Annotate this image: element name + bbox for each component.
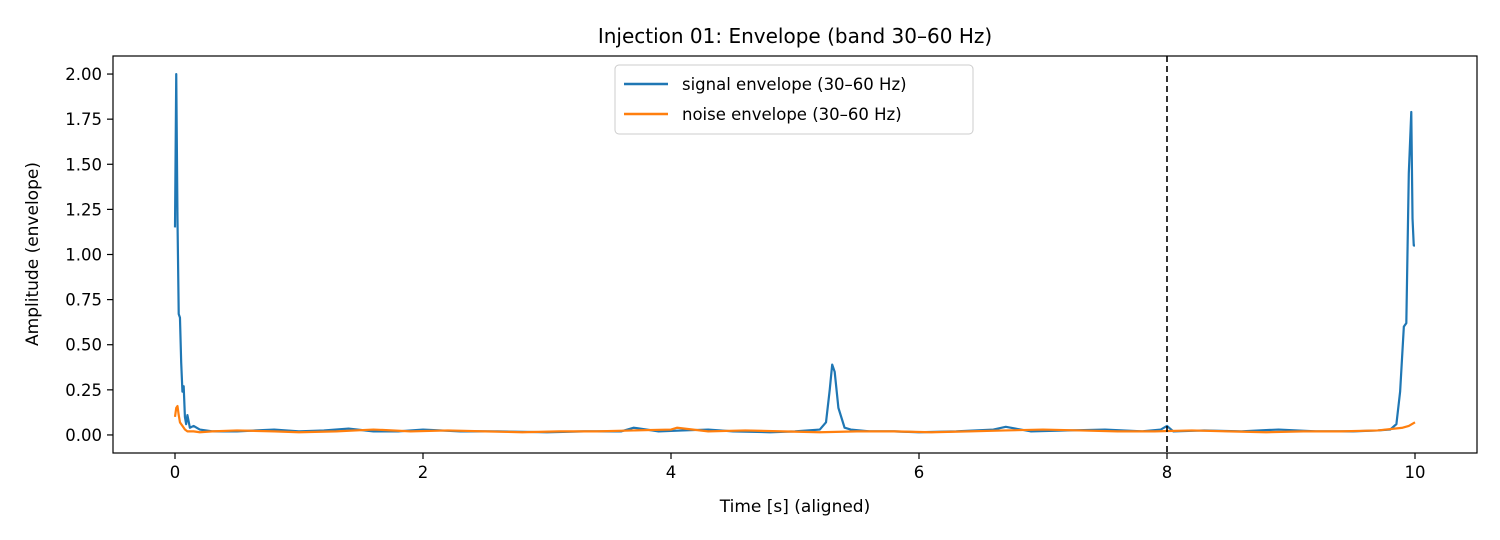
- x-axis-label: Time [s] (aligned): [719, 497, 870, 517]
- y-tick-label: 1.00: [65, 246, 102, 265]
- x-tick-label: 6: [914, 463, 925, 482]
- x-tick-label: 0: [170, 463, 181, 482]
- x-tick-label: 4: [666, 463, 677, 482]
- y-tick-label: 1.25: [65, 200, 102, 219]
- series-line-noise: [173, 404, 1416, 434]
- y-tick-label: 1.75: [65, 110, 102, 129]
- y-tick-label: 0.25: [65, 381, 102, 400]
- chart-title: Injection 01: Envelope (band 30–60 Hz): [598, 24, 992, 48]
- legend-label-signal: signal envelope (30–60 Hz): [682, 75, 907, 94]
- y-tick-label: 0.75: [65, 291, 102, 310]
- y-axis-label: Amplitude (envelope): [23, 162, 43, 346]
- x-tick-label: 8: [1162, 463, 1173, 482]
- legend: signal envelope (30–60 Hz) noise envelop…: [614, 64, 974, 135]
- x-axis-ticks: 0 2 4 6 8 10: [170, 453, 1426, 482]
- y-axis-ticks: 0.00 0.25 0.50 0.75 1.00 1.25 1.50 1.75 2.00: [65, 65, 113, 445]
- y-tick-label: 2.00: [65, 65, 102, 84]
- y-tick-label: 1.50: [65, 155, 102, 174]
- y-tick-label: 0.50: [65, 336, 102, 355]
- x-tick-label: 10: [1405, 463, 1426, 482]
- series-layer: [173, 72, 1416, 434]
- legend-label-noise: noise envelope (30–60 Hz): [682, 105, 902, 124]
- y-tick-label: 0.00: [65, 426, 102, 445]
- x-tick-label: 2: [418, 463, 429, 482]
- legend-box: [614, 64, 974, 135]
